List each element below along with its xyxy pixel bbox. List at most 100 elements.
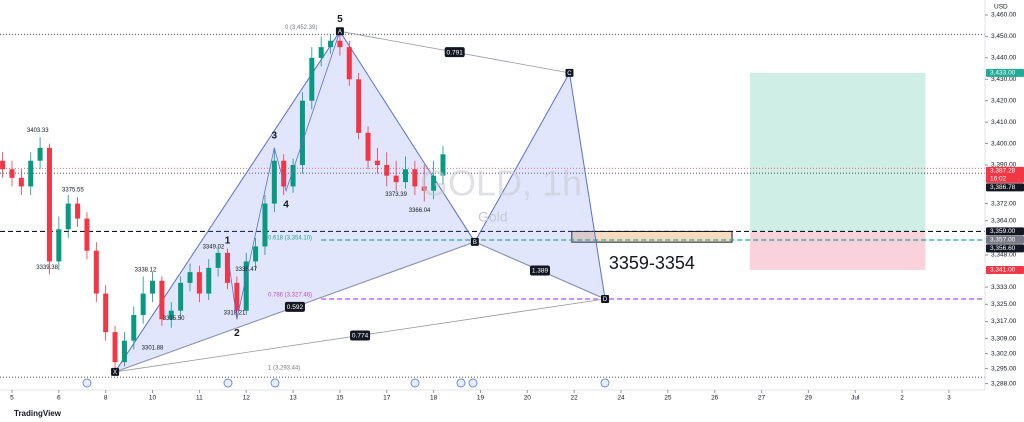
candle-body [299, 100, 305, 165]
event-flag[interactable] [468, 378, 478, 388]
x-tick-label: 18 [430, 395, 438, 402]
pivot-label: 3375.55 [62, 188, 84, 194]
price-tag-countdown: 16:02 [990, 176, 1007, 183]
y-tick-label: 3,372.00 [991, 200, 1017, 207]
pattern-point-label: C [567, 71, 572, 77]
price-tag-label: 3,359.00 [990, 228, 1016, 235]
price-tag-label: 3,386.78 [990, 184, 1016, 191]
fib-label: 1 (3,293.44) [268, 365, 300, 371]
price-tag-label: 3,433.00 [990, 70, 1016, 77]
price-tag [986, 166, 1024, 183]
candle-body [374, 160, 380, 165]
fib-label: 0.786 (3,327.46) [268, 293, 312, 299]
candle-body [187, 272, 193, 283]
y-tick-label: 3,390.00 [991, 162, 1017, 169]
watermark: GOLD, 1h [420, 163, 582, 204]
event-flag[interactable] [223, 378, 233, 388]
y-tick-label: 3,333.00 [991, 284, 1017, 291]
wave-label: 4 [283, 199, 289, 210]
plot: 3359-3354 0.791 0.592 1.389 0.774 0 (3,452.39… [0, 14, 985, 378]
candle-body [328, 40, 334, 48]
watermark-sub: Gold [478, 209, 508, 225]
candle-body [150, 280, 156, 294]
event-flag[interactable] [456, 378, 466, 388]
candle-body [234, 282, 240, 311]
candle-body [159, 280, 165, 320]
ratio-box [350, 330, 371, 341]
x-tick-label: 27 [758, 395, 766, 402]
price-tag-label: 3,356.60 [990, 245, 1016, 252]
x-tick-label: 29 [805, 395, 813, 402]
candle-body [121, 340, 127, 363]
zone [749, 72, 926, 232]
ratio-label: 1.389 [532, 268, 549, 275]
pattern-point-box [601, 295, 610, 304]
y-tick-label: 3,460.00 [991, 12, 1017, 19]
pattern-point-label: B [473, 240, 477, 246]
event-flag[interactable] [82, 378, 92, 388]
price-tag [986, 183, 1024, 192]
candle-body [28, 160, 34, 187]
candle-body [65, 203, 71, 230]
ratio-label: 0.791 [447, 49, 464, 56]
x-tick-label: 10 [149, 395, 157, 402]
price-tag [986, 227, 1024, 236]
pivot-label: 3318.21 [224, 310, 246, 316]
ratio-box [444, 47, 465, 58]
candle-body [281, 160, 287, 187]
y-tick-label: 3,420.00 [991, 97, 1017, 104]
candle-body [253, 246, 259, 262]
pivot-label: 3366.04 [409, 208, 431, 214]
x-tick-label: 22 [571, 395, 579, 402]
wave-label: 3 [272, 130, 278, 141]
candle-body [243, 261, 249, 311]
pivot-label: 3315.50 [163, 316, 185, 322]
event-flag[interactable] [410, 378, 420, 388]
x-tick-label: 20 [524, 395, 532, 402]
pattern-point-box [470, 237, 479, 246]
y-tick-label: 3,309.00 [991, 335, 1017, 342]
candle-body [393, 175, 399, 183]
candle-body [215, 252, 221, 268]
event-flag[interactable] [270, 378, 280, 388]
price-tag [986, 244, 1024, 253]
candle-body [46, 147, 52, 262]
wave-label: 2 [234, 328, 240, 339]
price-tag [986, 68, 1024, 77]
candle-body [37, 147, 43, 161]
candle-body [131, 315, 137, 341]
price-tag-label: 3,341.00 [990, 267, 1016, 274]
ratio-label: 0.774 [352, 333, 369, 340]
pattern-point-label: A [338, 29, 342, 35]
x-tick-label: 13 [289, 395, 297, 402]
pivot-label: 3338.47 [235, 267, 257, 273]
y-tick-label: 3,450.00 [991, 33, 1017, 40]
candle-body [56, 229, 62, 262]
event-flag[interactable] [600, 378, 610, 388]
pivot-label: 3349.02 [203, 244, 225, 250]
ratio-box [284, 301, 305, 312]
x-tick-label: 8 [104, 395, 108, 402]
y-tick-label: 3,302.00 [991, 350, 1017, 357]
candle-body [224, 252, 230, 283]
price-tag-label: 3,387.28 [990, 168, 1016, 175]
zone [749, 231, 926, 270]
pivot-label: 3301.88 [142, 345, 164, 351]
y-tick-label: 3,430.00 [991, 76, 1017, 83]
price-tag [986, 235, 1024, 244]
y-tick-label: 3,325.00 [991, 301, 1017, 308]
pivot-label: 3373.39 [385, 192, 407, 198]
pivot-label: 3403.33 [27, 128, 49, 134]
candle-body [196, 272, 202, 294]
candle-body [93, 250, 99, 294]
x-tick-label: 6 [57, 395, 61, 402]
x-tick-label: 2 [900, 395, 904, 402]
pattern-point-box [335, 27, 344, 36]
candle-body [206, 267, 212, 294]
candle-body [309, 57, 315, 101]
candle-body [421, 186, 427, 191]
brand[interactable]: TradingView [14, 409, 62, 418]
candle-body [262, 203, 268, 247]
y-tick-label: 3,440.00 [991, 55, 1017, 62]
